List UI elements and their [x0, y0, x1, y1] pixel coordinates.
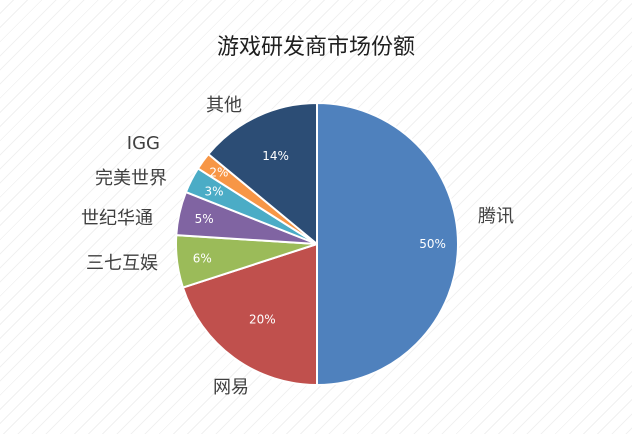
category-label: 完美世界	[95, 168, 167, 189]
percent-label: 2%	[209, 166, 228, 180]
category-label: IGG	[127, 133, 160, 154]
percent-label: 3%	[204, 185, 223, 199]
category-label: 世纪华通	[81, 208, 153, 229]
percent-label: 50%	[419, 237, 446, 251]
percent-label: 14%	[262, 149, 289, 163]
pie-slice	[316, 102, 459, 386]
pie-slices	[175, 102, 459, 386]
percent-label: 20%	[249, 312, 276, 326]
category-label: 其他	[206, 95, 242, 116]
pie-slice	[181, 243, 318, 386]
percent-labels: 50% 20% 6% 5% 3% 2% 14%	[193, 149, 446, 326]
category-label: 腾讯	[478, 206, 514, 227]
category-label: 三七互娱	[86, 253, 158, 274]
chart-title: 游戏研发商市场份额	[217, 35, 415, 60]
category-label: 网易	[213, 377, 249, 398]
pie-slice	[207, 102, 318, 245]
percent-label: 5%	[195, 212, 214, 226]
percent-label: 6%	[193, 252, 212, 266]
